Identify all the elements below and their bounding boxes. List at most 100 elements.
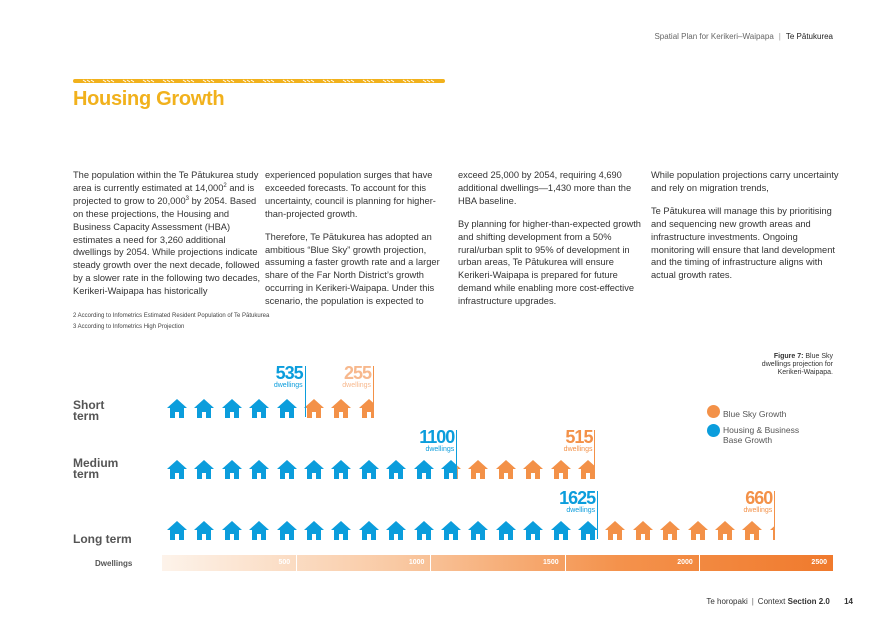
marker-line-blue-sky: [774, 491, 776, 539]
value-label-bluesky-medium: 515 dwellings: [563, 427, 594, 453]
page-number: 14: [844, 597, 853, 606]
pattern-mark: [122, 79, 135, 83]
house-icon-base: [248, 520, 270, 546]
house-icon-base: [385, 520, 407, 546]
house-icon-base: [248, 398, 270, 424]
pattern-mark: [322, 79, 335, 83]
pattern-mark: [162, 79, 175, 83]
legend-label-blue-sky: Blue Sky Growth: [723, 409, 787, 419]
axis-tick-label: 2000: [677, 559, 693, 566]
footer-section: Te horopaki: [706, 597, 748, 606]
pattern-mark: [222, 79, 235, 83]
house-icon-split: [577, 520, 599, 546]
footnote-2: 2 According to Infometrics Estimated Res…: [73, 313, 270, 319]
footnote-3: 3 According to Infometrics High Projecti…: [73, 324, 185, 330]
pattern-mark: [102, 79, 115, 83]
page-title: Housing Growth: [73, 88, 225, 110]
axis-tick-label: 1000: [408, 559, 425, 566]
pattern-mark: [182, 79, 195, 83]
house-icon-blue-sky: [659, 520, 681, 546]
pattern-mark: [82, 79, 95, 83]
house-icon-blue-sky: [741, 520, 763, 546]
house-icon-blue-sky: [467, 459, 489, 485]
house-icon-base: [193, 459, 215, 485]
pattern-mark: [362, 79, 375, 83]
row-label-medium-term: Medium term: [73, 456, 119, 481]
pattern-mark: [282, 79, 295, 83]
house-icon-base: [166, 459, 188, 485]
house-icon-blue-sky: [714, 520, 736, 546]
dwellings-axis-bar: [162, 555, 833, 571]
house-icon-base: [221, 520, 243, 546]
house-icon-base: [550, 520, 572, 546]
house-icon-base: [358, 459, 380, 485]
pattern-mark: [342, 79, 355, 83]
axis-tick-line: [430, 555, 432, 571]
pattern-mark: [402, 79, 415, 83]
house-icon-split: [303, 398, 325, 424]
house-icon-base: [193, 520, 215, 546]
pattern-mark: [382, 79, 395, 83]
pattern-mark: [262, 79, 275, 83]
value-label-base-short: 535 dwellings: [273, 363, 304, 389]
axis-tick-label: 2500: [811, 559, 827, 566]
house-icon-blue-sky: [577, 459, 596, 485]
house-icon-base: [221, 398, 243, 424]
marker-line-base: [456, 430, 458, 478]
axis-tick-line: [698, 555, 700, 571]
axis-tick-label: 500: [278, 559, 291, 566]
legend-swatch-base-growth: [707, 424, 720, 437]
house-icon-blue-sky: [522, 459, 544, 485]
header-area: Te Pātukurea: [785, 32, 833, 41]
house-icon-blue-sky: [632, 520, 654, 546]
body-column-2: experienced population surges that have …: [265, 169, 455, 318]
value-label-base-medium: 1100 dwellings: [419, 427, 455, 453]
footer-section-number: Section 2.0: [787, 597, 830, 606]
row-label-short-term: Short term: [73, 398, 105, 423]
legend-label-base-growth: Housing & Business Base Growth: [723, 425, 800, 445]
decorative-pattern-band: [73, 79, 445, 83]
value-label-base-long: 1625 dwellings: [559, 488, 596, 514]
marker-line-base: [304, 366, 306, 417]
house-icon-base: [193, 398, 215, 424]
paragraph: Therefore, Te Pātukurea has adopted an a…: [265, 231, 440, 307]
house-icon-base: [276, 459, 298, 485]
pattern-mark: [242, 79, 255, 83]
pattern-mark: [142, 79, 155, 83]
footer-context: Context: [757, 597, 786, 606]
house-icon-blue-sky: [550, 459, 572, 485]
house-icon-base: [522, 520, 544, 546]
house-icon-base: [440, 520, 462, 546]
house-icon-blue-sky: [330, 398, 352, 424]
house-icon-base: [358, 520, 380, 546]
house-icon-base: [495, 520, 517, 546]
paragraph: exceed 25,000 by 2054, requiring 4,690 a…: [458, 170, 632, 206]
house-icon-base: [166, 398, 188, 424]
house-icon-blue-sky: [604, 520, 626, 546]
pattern-mark: [202, 79, 215, 83]
house-icon-base: [330, 520, 352, 546]
doc-title: Spatial Plan for Kerikeri–Waipapa: [654, 32, 774, 41]
paragraph: The population within the Te Pātukurea s…: [73, 170, 261, 297]
marker-line-blue-sky: [373, 366, 375, 417]
body-column-1: The population within the Te Pātukurea s…: [73, 169, 263, 308]
house-icon-base: [248, 459, 270, 485]
axis-tick-line: [564, 555, 566, 571]
pattern-mark: [302, 79, 315, 83]
body-column-4: While population projections carry uncer…: [651, 169, 841, 292]
row-label-long-term: Long term: [73, 532, 132, 546]
house-icon-blue-sky: [358, 398, 375, 424]
axis-title-dwellings: Dwellings: [95, 559, 133, 568]
marker-line-base: [597, 491, 599, 539]
page-footer: Te horopaki | Context Section 2.0 14: [706, 597, 853, 606]
house-icon-blue-sky: [495, 459, 517, 485]
house-icon-base: [385, 459, 407, 485]
house-icon-blue-sky: [769, 520, 776, 546]
axis-tick-label: 1500: [543, 559, 559, 566]
house-icon-base: [276, 398, 298, 424]
body-column-3: exceed 25,000 by 2054, requiring 4,690 a…: [458, 169, 648, 318]
house-icon-blue-sky: [687, 520, 709, 546]
marker-line-blue-sky: [594, 430, 596, 478]
pattern-mark: [422, 79, 435, 83]
house-icon-base: [221, 459, 243, 485]
